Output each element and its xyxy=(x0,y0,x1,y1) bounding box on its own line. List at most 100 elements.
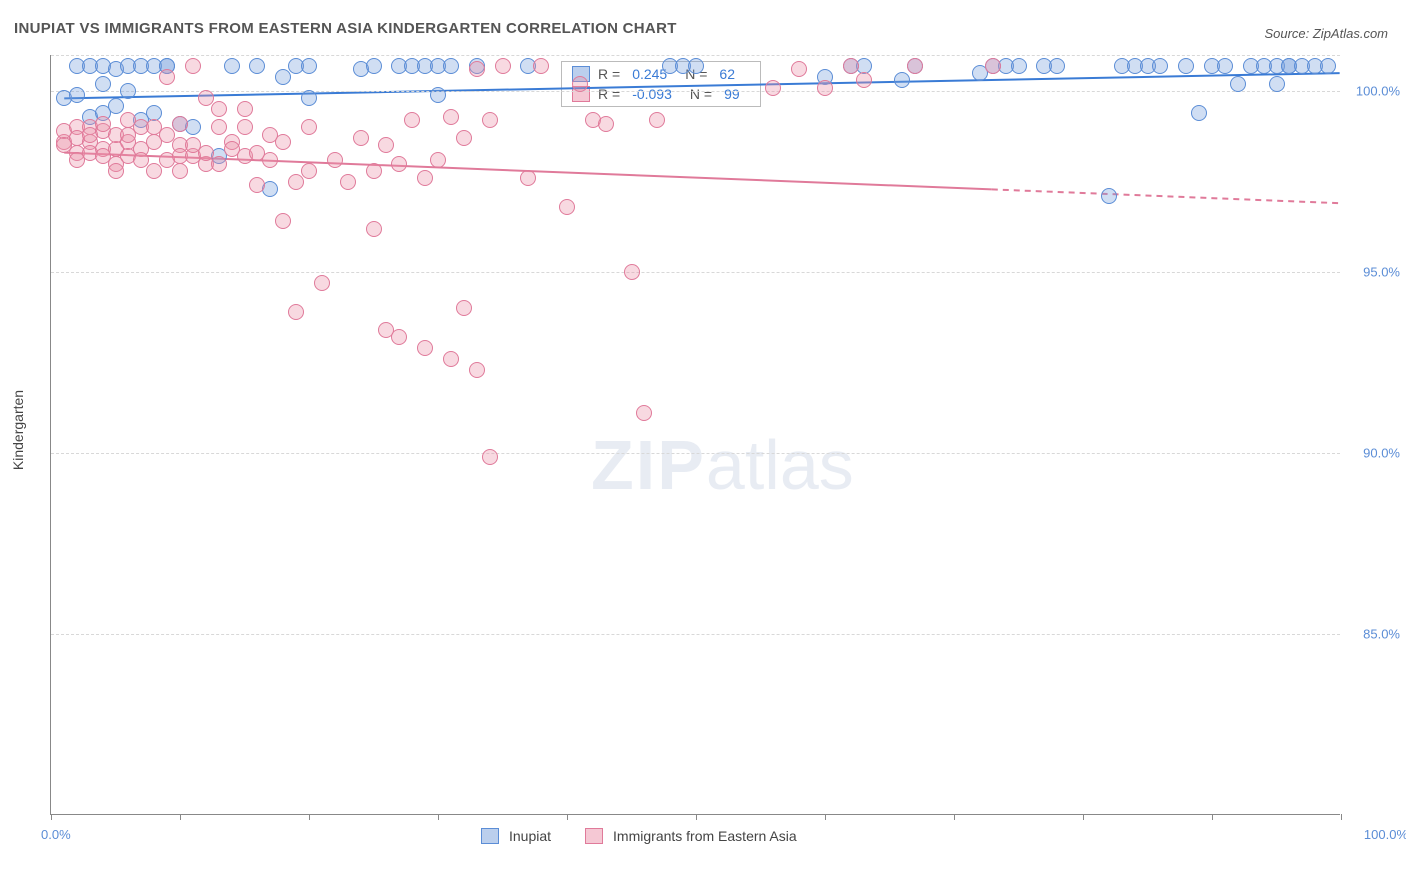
legend-label-pink: Immigrants from Eastern Asia xyxy=(613,828,797,844)
watermark: ZIPatlas xyxy=(591,425,854,505)
data-point xyxy=(275,134,291,150)
data-point xyxy=(636,405,652,421)
data-point xyxy=(456,130,472,146)
data-point xyxy=(366,221,382,237)
data-point xyxy=(894,72,910,88)
data-point xyxy=(1152,58,1168,74)
data-point xyxy=(211,156,227,172)
n-value-blue: 62 xyxy=(719,66,735,82)
data-point xyxy=(378,137,394,153)
data-point xyxy=(985,58,1001,74)
legend-swatch-pink-icon xyxy=(585,828,603,844)
data-point xyxy=(237,101,253,117)
gridline xyxy=(51,634,1340,635)
data-point xyxy=(482,112,498,128)
x-tick-label: 100.0% xyxy=(1364,827,1406,842)
data-point xyxy=(275,69,291,85)
data-point xyxy=(430,152,446,168)
data-point xyxy=(275,213,291,229)
data-point xyxy=(391,156,407,172)
data-point xyxy=(108,98,124,114)
r-label2: R = xyxy=(598,86,620,102)
data-point xyxy=(1101,188,1117,204)
data-point xyxy=(649,112,665,128)
data-point xyxy=(288,174,304,190)
data-point xyxy=(391,329,407,345)
data-point xyxy=(185,58,201,74)
data-point xyxy=(572,76,588,92)
data-point xyxy=(1320,58,1336,74)
data-point xyxy=(172,116,188,132)
y-tick-label: 90.0% xyxy=(1345,446,1400,461)
data-point xyxy=(404,112,420,128)
data-point xyxy=(327,152,343,168)
data-point xyxy=(907,58,923,74)
data-point xyxy=(843,58,859,74)
data-point xyxy=(172,163,188,179)
data-point xyxy=(288,304,304,320)
x-tick xyxy=(180,814,181,820)
data-point xyxy=(211,101,227,117)
data-point xyxy=(366,58,382,74)
n-value-pink: 99 xyxy=(724,86,740,102)
gridline xyxy=(51,272,1340,273)
gridline xyxy=(51,55,1340,56)
data-point xyxy=(340,174,356,190)
data-point xyxy=(120,83,136,99)
x-tick xyxy=(567,814,568,820)
watermark-bold: ZIP xyxy=(591,426,706,504)
stats-box: R = 0.245 N = 62 R = -0.093 N = 99 xyxy=(561,61,761,107)
stats-row-pink: R = -0.093 N = 99 xyxy=(562,84,760,104)
data-point xyxy=(791,61,807,77)
data-point xyxy=(1230,76,1246,92)
data-point xyxy=(249,58,265,74)
data-point xyxy=(211,119,227,135)
x-tick xyxy=(1212,814,1213,820)
data-point xyxy=(108,163,124,179)
x-tick xyxy=(1341,814,1342,820)
legend-label-blue: Inupiat xyxy=(509,828,551,844)
gridline xyxy=(51,453,1340,454)
data-point xyxy=(443,351,459,367)
x-tick xyxy=(1083,814,1084,820)
data-point xyxy=(95,76,111,92)
n-label2: N = xyxy=(690,86,712,102)
data-point xyxy=(856,72,872,88)
x-tick-label: 0.0% xyxy=(41,827,71,842)
plot-area: ZIPatlas R = 0.245 N = 62 R = -0.093 N =… xyxy=(50,55,1340,815)
legend-swatch-blue-icon xyxy=(481,828,499,844)
data-point xyxy=(301,119,317,135)
data-point xyxy=(495,58,511,74)
data-point xyxy=(1049,58,1065,74)
data-point xyxy=(224,58,240,74)
data-point xyxy=(469,61,485,77)
data-point xyxy=(533,58,549,74)
data-point xyxy=(1011,58,1027,74)
data-point xyxy=(314,275,330,291)
x-tick xyxy=(438,814,439,820)
x-tick xyxy=(696,814,697,820)
x-tick xyxy=(954,814,955,820)
data-point xyxy=(456,300,472,316)
data-point xyxy=(1178,58,1194,74)
y-tick-label: 100.0% xyxy=(1345,84,1400,99)
data-point xyxy=(559,199,575,215)
trend-line-dashed xyxy=(992,189,1340,203)
x-tick xyxy=(51,814,52,820)
trend-lines xyxy=(51,55,1340,814)
data-point xyxy=(765,80,781,96)
source-label: Source: ZipAtlas.com xyxy=(1264,26,1388,41)
data-point xyxy=(366,163,382,179)
data-point xyxy=(688,58,704,74)
data-point xyxy=(430,87,446,103)
data-point xyxy=(417,170,433,186)
data-point xyxy=(301,90,317,106)
data-point xyxy=(146,163,162,179)
data-point xyxy=(249,177,265,193)
data-point xyxy=(301,58,317,74)
data-point xyxy=(301,163,317,179)
data-point xyxy=(520,170,536,186)
data-point xyxy=(1217,58,1233,74)
y-axis-label: Kindergarten xyxy=(10,390,26,470)
r-label: R = xyxy=(598,66,620,82)
